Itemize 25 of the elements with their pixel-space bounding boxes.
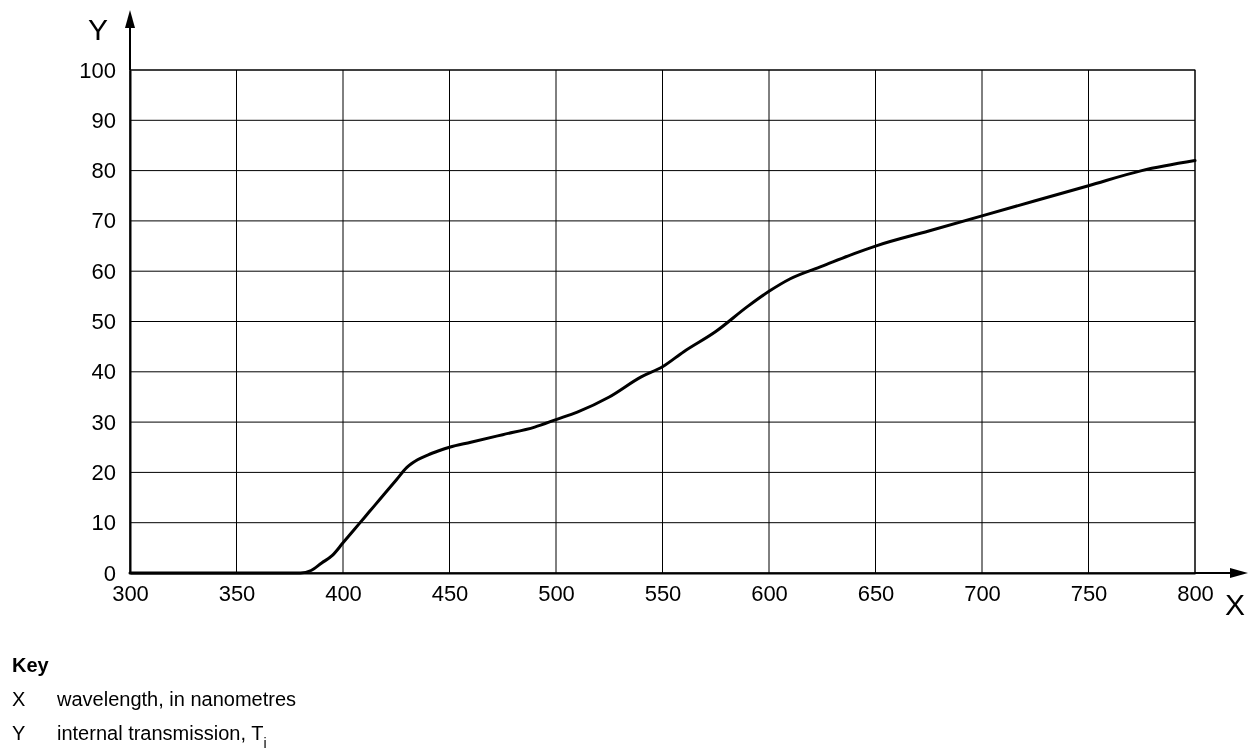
text: Key (12, 654, 50, 676)
text: Y internal transmission, T$_{i}$ (12, 722, 267, 749)
y-tick-label: 60 (91, 258, 116, 284)
y-tick-label: 100 (79, 57, 116, 83)
x-tick-label: 550 (644, 580, 682, 606)
x-tick-label: 350 (218, 580, 256, 606)
x-tick-label: 700 (964, 580, 1001, 606)
y-tick-label: 30 (91, 409, 116, 435)
y-axis-title: Y (87, 13, 109, 46)
x-tick-label: 800 (1177, 580, 1214, 606)
x-tick-label: 600 (751, 580, 788, 606)
y-tick-label: 20 (91, 459, 116, 485)
x-tick-label: 750 (1070, 580, 1108, 606)
x-tick-label: 400 (325, 580, 362, 606)
y-tick-label: 80 (91, 158, 116, 184)
x-tick-label: 500 (538, 580, 575, 606)
y-tick-label: 50 (91, 309, 116, 335)
x-axis-title: X (1224, 588, 1245, 621)
y-tick-label: 40 (91, 359, 116, 385)
y-tick-label: 70 (91, 208, 116, 234)
y-tick-label: 10 (91, 510, 116, 536)
text: X wavelength, in nanometres (12, 688, 297, 710)
y-tick-label: 90 (91, 107, 116, 133)
x-tick-label: 650 (857, 580, 895, 606)
x-tick-label: 450 (431, 580, 469, 606)
